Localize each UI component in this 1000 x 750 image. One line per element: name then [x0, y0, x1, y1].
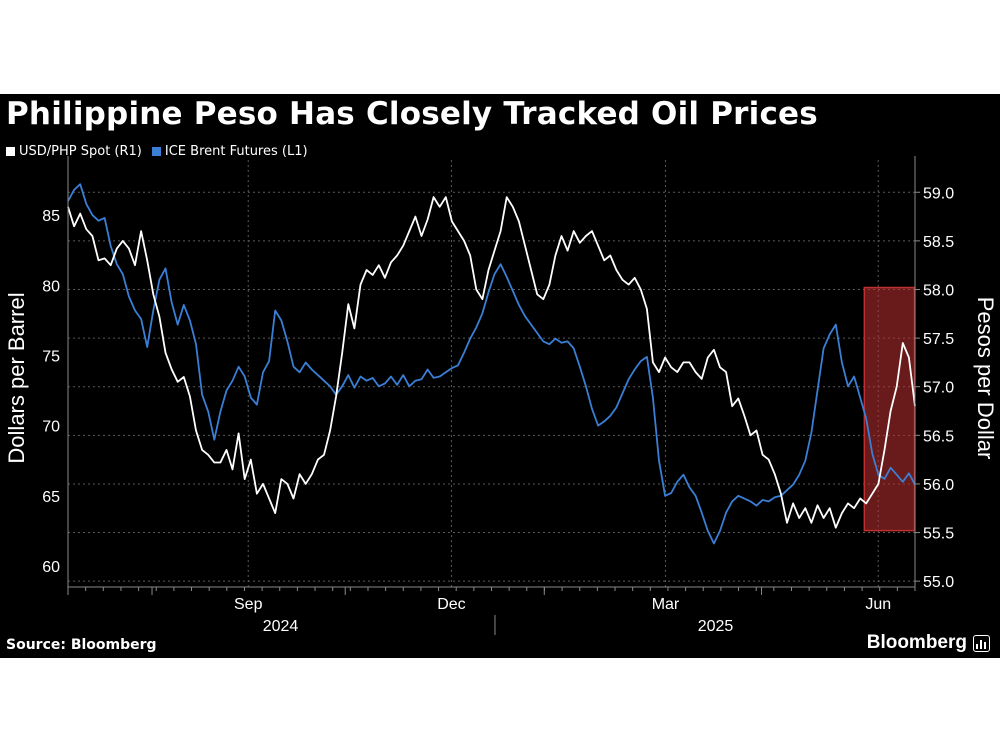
chart-legend: USD/PHP Spot (R1) ICE Brent Futures (L1)	[6, 144, 318, 159]
highlight-region	[863, 286, 916, 532]
gridlines	[68, 160, 915, 587]
source-note: Source: Bloomberg	[6, 637, 157, 653]
right-tick-label-1: 55.5	[923, 526, 954, 543]
left-axis-label: Dollars per Barrel	[4, 292, 29, 463]
brand-name: Bloomberg	[866, 632, 967, 653]
right-tick-label-6: 58.0	[923, 282, 954, 299]
right-tick-label-3: 56.5	[923, 428, 954, 445]
right-axis-label: Pesos per Dollar	[973, 297, 998, 460]
chart-title: Philippine Peso Has Closely Tracked Oil …	[6, 96, 818, 132]
right-tick-label-2: 56.0	[923, 477, 954, 494]
series-lines	[67, 183, 916, 545]
series-line-brent	[67, 183, 916, 545]
right-tick-label-7: 58.5	[923, 234, 954, 251]
right-tick-label-0: 55.0	[923, 574, 954, 591]
left-tick-label-1: 65	[42, 489, 60, 506]
x-tick-label-1: Dec	[437, 596, 465, 613]
legend-item-usdphp: USD/PHP Spot (R1)	[6, 144, 142, 159]
year-label-0: 2024	[263, 618, 299, 635]
x-tick-label-0: Sep	[234, 596, 263, 613]
legend-swatch-usdphp	[6, 147, 15, 156]
highlight-box	[863, 286, 916, 532]
legend-label-brent: ICE Brent Futures (L1)	[164, 144, 308, 159]
axes: Dollars per Barrel Pesos per Dollar 55.0…	[4, 156, 998, 635]
x-tick-label-3: Jun	[865, 596, 891, 613]
legend-swatch-brent	[151, 147, 161, 156]
year-label-1: 2025	[698, 618, 734, 635]
series-line-usdphp	[67, 196, 916, 529]
left-tick-label-3: 75	[42, 348, 60, 365]
chart-plot: Dollars per Barrel Pesos per Dollar 55.0…	[4, 156, 998, 635]
right-tick-label-8: 59.0	[923, 185, 954, 202]
legend-item-brent: ICE Brent Futures (L1)	[151, 144, 308, 159]
legend-label-usdphp: USD/PHP Spot (R1)	[19, 144, 142, 159]
right-tick-label-5: 57.5	[923, 331, 954, 348]
right-tick-label-4: 57.0	[923, 380, 954, 397]
left-tick-label-5: 85	[42, 208, 60, 225]
chart-panel: Philippine Peso Has Closely Tracked Oil …	[0, 94, 1000, 658]
left-tick-label-4: 80	[42, 278, 60, 295]
bar-chart-icon	[973, 634, 990, 652]
x-tick-label-2: Mar	[652, 596, 680, 613]
left-tick-label-2: 70	[42, 419, 60, 436]
left-tick-label-0: 60	[42, 559, 60, 576]
bloomberg-logo: Bloomberg	[867, 632, 990, 654]
